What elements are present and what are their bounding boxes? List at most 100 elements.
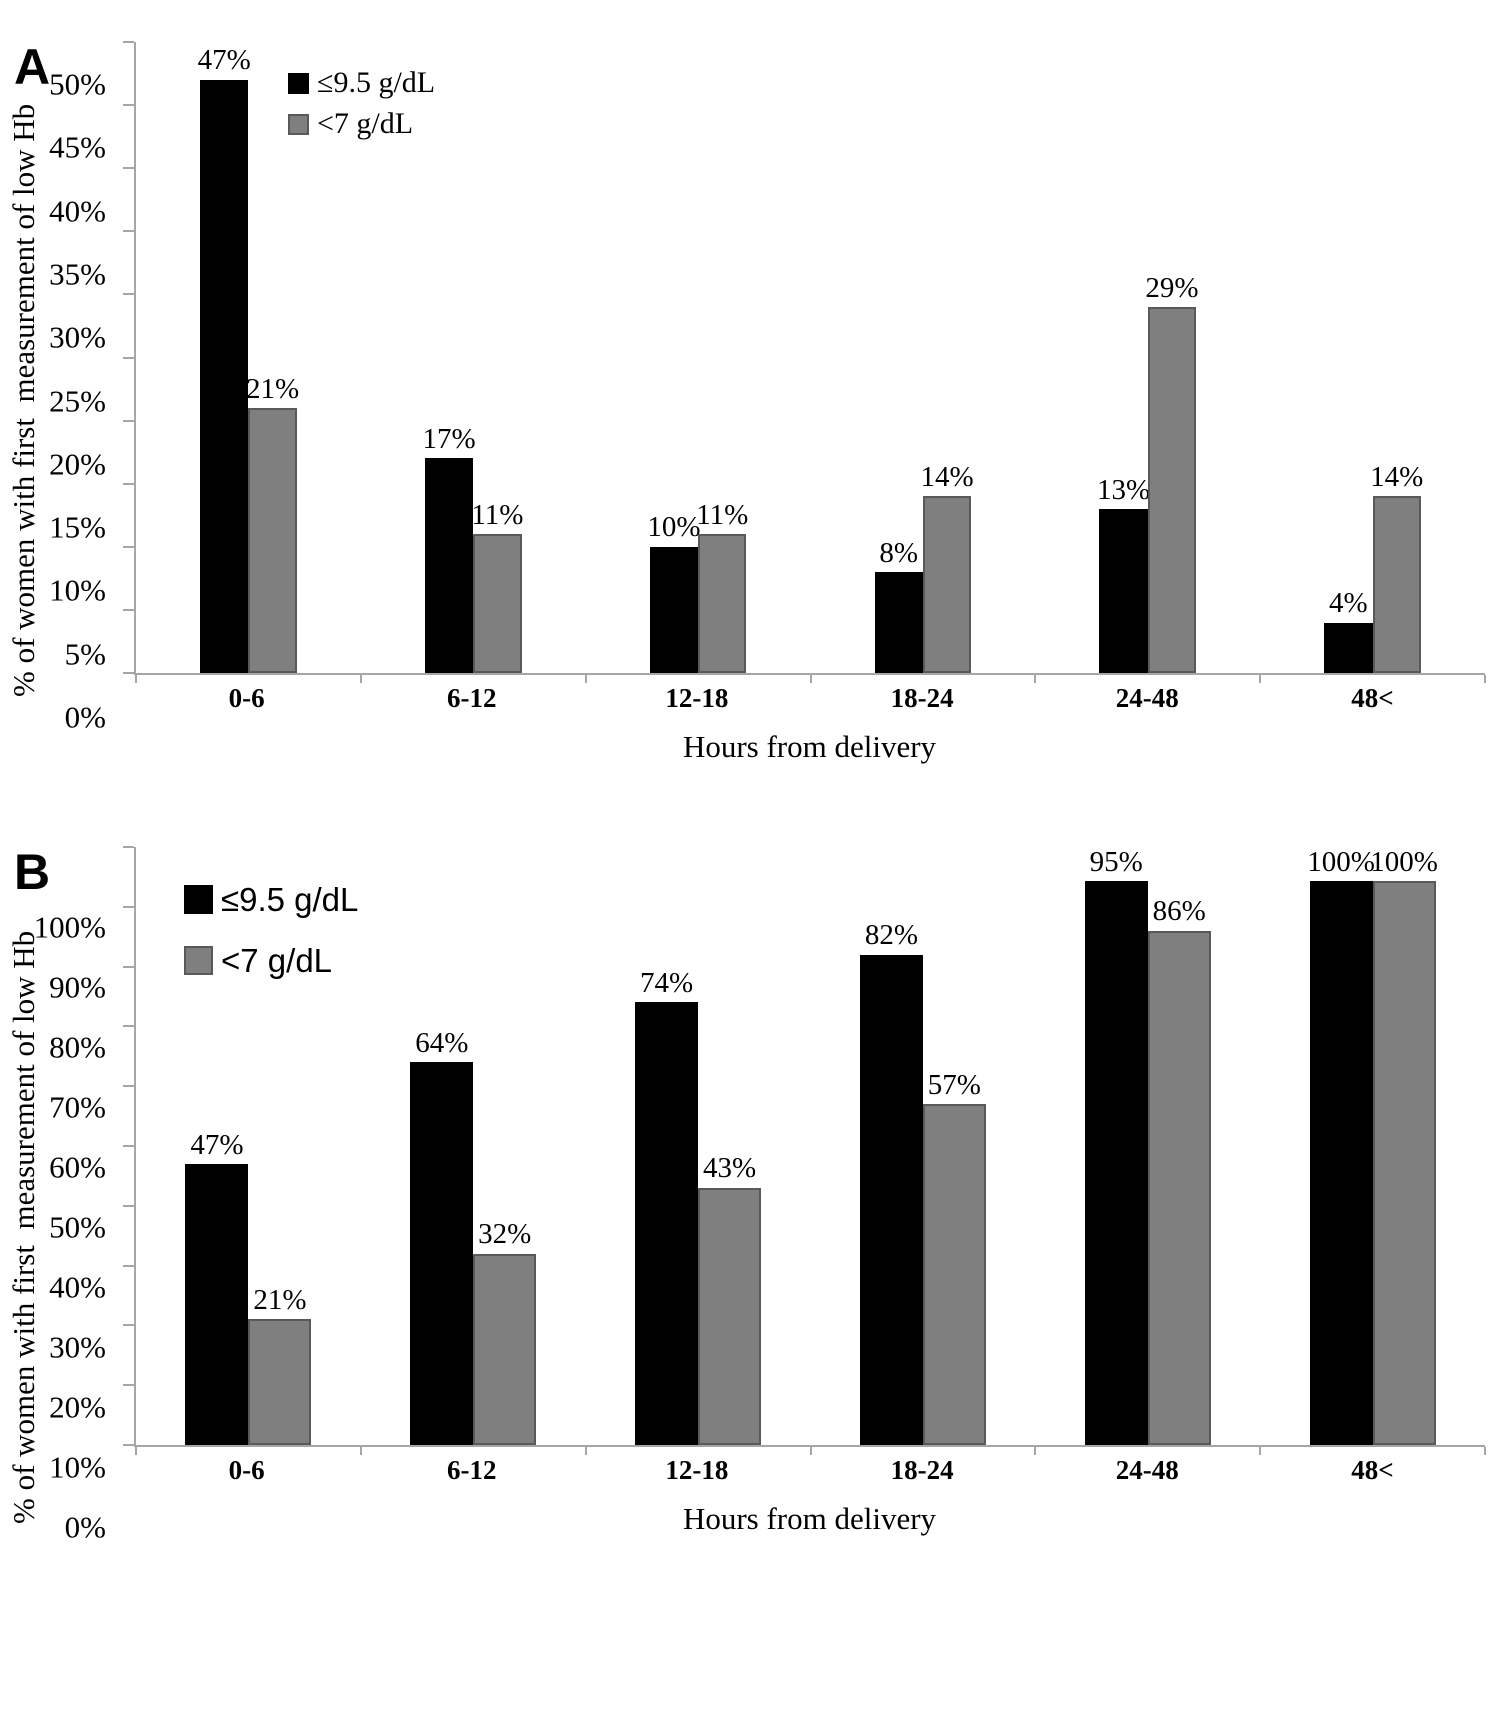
panel-b-legend: ≤9.5 g/dL <7 g/dL	[184, 883, 358, 1005]
y-tick-mark	[123, 1384, 134, 1387]
bar-value-label: 32%	[478, 1218, 532, 1251]
bar-column: 43%	[698, 847, 762, 1445]
x-tick-mark	[135, 675, 137, 683]
bar-value-label: 100%	[1370, 846, 1438, 878]
bar-column: 100%	[1307, 847, 1375, 1445]
bar-group: 8% 14%	[810, 42, 1035, 673]
x-tick-label: 48<	[1351, 682, 1394, 713]
y-tick-mark	[123, 1204, 134, 1207]
bar-pair: 8% 14%	[874, 42, 974, 673]
bar-group: 100% 100%	[1260, 847, 1485, 1445]
bar	[874, 572, 923, 673]
bar	[635, 1002, 699, 1445]
y-tick-label: 50%	[49, 1209, 106, 1245]
bar-value-label: 47%	[197, 44, 251, 77]
panel-b-bars: 47% 21% 64% 32% 74% 43% 82% 57% 95% 86% 100% 100%	[136, 847, 1485, 1445]
bar-pair: 17% 11%	[422, 42, 523, 673]
y-tick-label: 45%	[49, 129, 106, 165]
y-tick-mark	[123, 905, 134, 908]
bar-value-label: 29%	[1145, 271, 1199, 304]
panel-a-legend: ≤9.5 g/dL <7 g/dL	[288, 68, 435, 150]
y-tick-mark	[123, 1085, 134, 1088]
bar-group: 17% 11%	[361, 42, 586, 673]
bar-group: 74% 43%	[586, 847, 811, 1445]
bar-pair: 47% 21%	[185, 847, 312, 1445]
panel-b: B % of women with first measurement of l…	[0, 846, 1499, 1543]
legend-item: ≤9.5 g/dL	[288, 68, 435, 98]
bar	[248, 407, 297, 673]
bar	[1372, 881, 1436, 1445]
y-tick-label: 15%	[49, 509, 106, 545]
bar-value-label: 8%	[879, 536, 919, 569]
y-tick-label: 25%	[49, 383, 106, 418]
panel-a-letter: A	[14, 39, 51, 95]
bar-column: 4%	[1324, 42, 1373, 673]
x-tick-label: 6-12	[447, 682, 497, 713]
y-tick-mark	[123, 672, 134, 674]
bar	[1147, 930, 1211, 1445]
bar-column: 57%	[922, 847, 986, 1445]
bar-column: 82%	[859, 847, 923, 1445]
bar-column: 74%	[635, 847, 699, 1445]
bar-column: 47%	[197, 42, 251, 673]
y-tick-mark	[123, 1444, 134, 1446]
bar-column: 11%	[471, 42, 523, 673]
panel-b-plot-area: ≤9.5 g/dL <7 g/dL 47% 21% 64% 32% 74% 43% 82% 57…	[123, 846, 1486, 1455]
bar-value-label: 14%	[920, 460, 974, 493]
y-tick-label: 80%	[49, 1029, 106, 1065]
panel-a-bars: 47% 21% 17% 11% 10% 11% 8% 14% 13% 29% 4% 14%	[136, 42, 1485, 673]
bar-value-label: 17%	[422, 423, 476, 456]
bar	[248, 1319, 312, 1445]
y-tick-label: 10%	[49, 572, 106, 608]
bar-value-label: 21%	[253, 1283, 307, 1316]
bar	[1084, 881, 1148, 1445]
x-tick-label: 6-12	[447, 1454, 497, 1485]
y-tick-mark	[123, 356, 134, 359]
panel-b-y-axis-ticks: 100% 90% 80% 70% 60% 50% 40% 30% 20% 10% 0%	[0, 912, 120, 1543]
bar-value-label: 64%	[415, 1026, 469, 1059]
y-tick-mark	[123, 545, 134, 548]
bar-group: 13% 29%	[1035, 42, 1260, 673]
y-tick-mark	[123, 104, 134, 107]
x-tick-mark	[1034, 675, 1037, 683]
x-tick-label: 12-18	[665, 682, 729, 713]
legend-swatch-icon	[184, 946, 213, 975]
bar	[424, 458, 474, 673]
y-tick-label: 90%	[49, 969, 106, 1005]
bar-value-label: 82%	[864, 919, 919, 952]
bar	[1324, 622, 1373, 673]
bar-value-label: 47%	[190, 1128, 244, 1161]
x-tick-mark	[1034, 1447, 1037, 1455]
panel-a-x-axis-labels: 0-6 6-12 12-18 18-24 24-48 48<	[134, 675, 1485, 721]
y-tick-label: 10%	[49, 1449, 106, 1485]
bar	[473, 534, 522, 673]
x-tick-label: 18-24	[890, 1454, 954, 1485]
bar-pair: 95% 86%	[1084, 847, 1211, 1445]
bar-column: 11%	[696, 42, 748, 673]
y-tick-mark	[123, 482, 134, 485]
legend-item: ≤9.5 g/dL	[184, 883, 358, 916]
bar-pair: 13% 29%	[1096, 42, 1199, 673]
bar-pair: 100% 100%	[1307, 846, 1438, 1445]
bar-value-label: 43%	[702, 1152, 757, 1185]
y-tick-label: 20%	[49, 446, 106, 482]
y-tick-label: 30%	[49, 319, 106, 355]
bar-value-label: 13%	[1096, 473, 1151, 506]
x-tick-mark	[584, 1447, 587, 1455]
bar	[410, 1062, 474, 1445]
bar	[1372, 496, 1421, 673]
x-tick-mark	[1484, 1447, 1486, 1455]
bar	[649, 546, 699, 673]
bar-group: 95% 86%	[1035, 847, 1260, 1445]
y-tick-label: 30%	[49, 1329, 106, 1365]
legend-label: <7 g/dL	[221, 942, 333, 979]
x-tick-label: 0-6	[228, 682, 265, 713]
legend-item: <7 g/dL	[184, 944, 358, 977]
x-tick-label: 24-48	[1115, 1454, 1179, 1485]
x-tick-mark	[359, 1447, 362, 1455]
bar-pair: 10% 11%	[647, 42, 748, 673]
x-tick-label: 12-18	[665, 1454, 729, 1485]
x-tick-mark	[359, 675, 362, 683]
bar	[698, 1187, 762, 1445]
